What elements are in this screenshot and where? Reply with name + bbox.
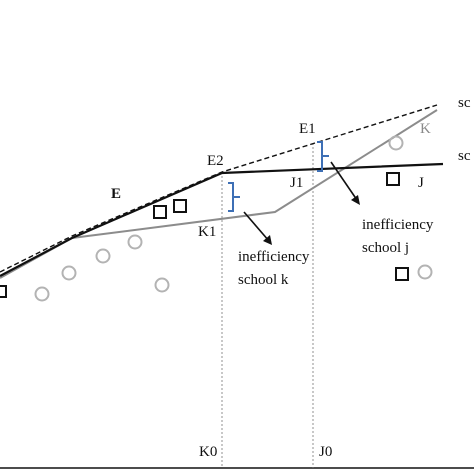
frontier-j-label: J [418, 175, 424, 191]
right-label-top: sc [458, 95, 471, 111]
school-k-annotation-line1: inefficiency [238, 249, 310, 265]
point-k1-label: K1 [198, 224, 216, 240]
right-label-mid: sc [458, 148, 471, 164]
inefficiency-bracket-j [317, 141, 329, 172]
school-k-annotation-line2: school k [238, 272, 289, 288]
arrow-head-school-k [263, 235, 272, 245]
axis-k0-label: K0 [199, 444, 217, 460]
frontier-e-line [0, 162, 444, 277]
square-marker [0, 285, 7, 298]
circle-marker [127, 234, 143, 250]
square-marker [153, 205, 167, 219]
arrow-head-school-j [351, 195, 360, 205]
square-marker [386, 172, 400, 186]
square-marker [395, 267, 409, 281]
inefficiency-bracket-k [228, 182, 240, 212]
frontier-e-label: E [111, 186, 121, 202]
point-j1-label: J1 [290, 175, 303, 191]
axis-j0-label: J0 [319, 444, 332, 460]
frontier-k-label: K [420, 121, 431, 137]
square-marker [173, 199, 187, 213]
school-j-annotation-line2: school j [362, 240, 409, 256]
frontier-dashed-line [0, 104, 438, 273]
school-j-annotation-line1: inefficiency [362, 217, 434, 233]
circle-marker [388, 135, 404, 151]
point-e2-label: E2 [207, 153, 224, 169]
circle-marker [417, 264, 433, 280]
circle-marker [154, 277, 170, 293]
arrow-school-k [243, 211, 270, 242]
point-e1-label: E1 [299, 121, 316, 137]
circle-marker [34, 286, 50, 302]
arrow-school-j [330, 161, 358, 201]
circle-marker [95, 248, 111, 264]
circle-marker [61, 265, 77, 281]
